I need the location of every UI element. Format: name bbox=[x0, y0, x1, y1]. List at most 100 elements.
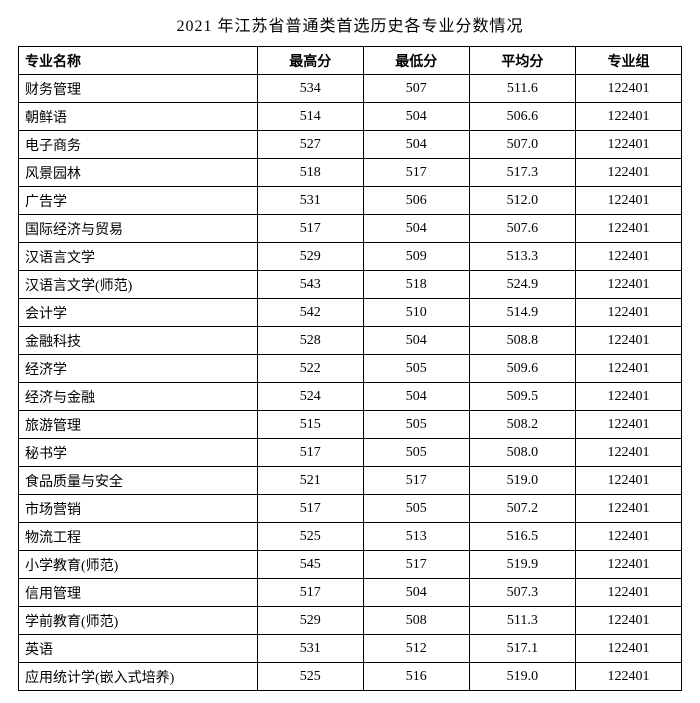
cell-value: 507 bbox=[363, 75, 469, 103]
cell-value: 122401 bbox=[575, 635, 681, 663]
cell-value: 517 bbox=[257, 439, 363, 467]
cell-value: 531 bbox=[257, 187, 363, 215]
table-row: 电子商务527504507.0122401 bbox=[19, 131, 682, 159]
table-row: 英语531512517.1122401 bbox=[19, 635, 682, 663]
cell-name: 汉语言文学(师范) bbox=[19, 271, 258, 299]
col-header-min: 最低分 bbox=[363, 47, 469, 75]
col-header-name: 专业名称 bbox=[19, 47, 258, 75]
cell-value: 513.3 bbox=[469, 243, 575, 271]
table-row: 朝鲜语514504506.6122401 bbox=[19, 103, 682, 131]
cell-value: 508.0 bbox=[469, 439, 575, 467]
cell-value: 507.0 bbox=[469, 131, 575, 159]
cell-name: 汉语言文学 bbox=[19, 243, 258, 271]
cell-value: 510 bbox=[363, 299, 469, 327]
table-header-row: 专业名称 最高分 最低分 平均分 专业组 bbox=[19, 47, 682, 75]
table-row: 经济与金融524504509.5122401 bbox=[19, 383, 682, 411]
cell-value: 122401 bbox=[575, 383, 681, 411]
cell-value: 508.2 bbox=[469, 411, 575, 439]
cell-name: 经济与金融 bbox=[19, 383, 258, 411]
table-row: 物流工程525513516.5122401 bbox=[19, 523, 682, 551]
cell-value: 122401 bbox=[575, 607, 681, 635]
cell-name: 秘书学 bbox=[19, 439, 258, 467]
cell-value: 506 bbox=[363, 187, 469, 215]
cell-value: 517 bbox=[363, 467, 469, 495]
cell-value: 122401 bbox=[575, 439, 681, 467]
cell-value: 528 bbox=[257, 327, 363, 355]
cell-value: 531 bbox=[257, 635, 363, 663]
cell-value: 545 bbox=[257, 551, 363, 579]
cell-name: 经济学 bbox=[19, 355, 258, 383]
cell-name: 风景园林 bbox=[19, 159, 258, 187]
cell-value: 504 bbox=[363, 215, 469, 243]
cell-value: 529 bbox=[257, 243, 363, 271]
cell-value: 504 bbox=[363, 327, 469, 355]
cell-name: 国际经济与贸易 bbox=[19, 215, 258, 243]
table-row: 经济学522505509.6122401 bbox=[19, 355, 682, 383]
cell-value: 504 bbox=[363, 103, 469, 131]
table-row: 国际经济与贸易517504507.6122401 bbox=[19, 215, 682, 243]
cell-value: 122401 bbox=[575, 243, 681, 271]
cell-value: 516.5 bbox=[469, 523, 575, 551]
cell-name: 旅游管理 bbox=[19, 411, 258, 439]
cell-value: 122401 bbox=[575, 495, 681, 523]
cell-value: 506.6 bbox=[469, 103, 575, 131]
cell-value: 122401 bbox=[575, 131, 681, 159]
cell-value: 505 bbox=[363, 495, 469, 523]
col-header-max: 最高分 bbox=[257, 47, 363, 75]
cell-value: 516 bbox=[363, 663, 469, 691]
cell-value: 505 bbox=[363, 411, 469, 439]
table-row: 汉语言文学(师范)543518524.9122401 bbox=[19, 271, 682, 299]
cell-value: 122401 bbox=[575, 663, 681, 691]
table-row: 旅游管理515505508.2122401 bbox=[19, 411, 682, 439]
cell-value: 512 bbox=[363, 635, 469, 663]
cell-value: 515 bbox=[257, 411, 363, 439]
cell-value: 519.9 bbox=[469, 551, 575, 579]
table-row: 金融科技528504508.8122401 bbox=[19, 327, 682, 355]
cell-value: 508.8 bbox=[469, 327, 575, 355]
cell-name: 学前教育(师范) bbox=[19, 607, 258, 635]
cell-value: 122401 bbox=[575, 159, 681, 187]
table-row: 风景园林518517517.3122401 bbox=[19, 159, 682, 187]
cell-value: 527 bbox=[257, 131, 363, 159]
cell-value: 122401 bbox=[575, 327, 681, 355]
cell-value: 122401 bbox=[575, 271, 681, 299]
table-row: 应用统计学(嵌入式培养)525516519.0122401 bbox=[19, 663, 682, 691]
table-row: 小学教育(师范)545517519.9122401 bbox=[19, 551, 682, 579]
cell-name: 小学教育(师范) bbox=[19, 551, 258, 579]
cell-value: 517 bbox=[257, 579, 363, 607]
col-header-avg: 平均分 bbox=[469, 47, 575, 75]
cell-value: 521 bbox=[257, 467, 363, 495]
cell-value: 518 bbox=[363, 271, 469, 299]
cell-name: 会计学 bbox=[19, 299, 258, 327]
cell-value: 509.5 bbox=[469, 383, 575, 411]
col-header-group: 专业组 bbox=[575, 47, 681, 75]
cell-value: 529 bbox=[257, 607, 363, 635]
cell-value: 122401 bbox=[575, 215, 681, 243]
cell-value: 517 bbox=[363, 159, 469, 187]
cell-name: 英语 bbox=[19, 635, 258, 663]
cell-value: 507.2 bbox=[469, 495, 575, 523]
cell-value: 122401 bbox=[575, 579, 681, 607]
cell-value: 504 bbox=[363, 383, 469, 411]
cell-value: 509 bbox=[363, 243, 469, 271]
cell-value: 519.0 bbox=[469, 663, 575, 691]
cell-name: 广告学 bbox=[19, 187, 258, 215]
cell-value: 512.0 bbox=[469, 187, 575, 215]
cell-value: 519.0 bbox=[469, 467, 575, 495]
cell-value: 525 bbox=[257, 663, 363, 691]
cell-value: 517.1 bbox=[469, 635, 575, 663]
cell-value: 122401 bbox=[575, 523, 681, 551]
cell-value: 509.6 bbox=[469, 355, 575, 383]
cell-value: 517 bbox=[363, 551, 469, 579]
score-table: 专业名称 最高分 最低分 平均分 专业组 财务管理534507511.61224… bbox=[18, 46, 682, 691]
table-row: 秘书学517505508.0122401 bbox=[19, 439, 682, 467]
cell-value: 514 bbox=[257, 103, 363, 131]
cell-name: 市场营销 bbox=[19, 495, 258, 523]
cell-value: 122401 bbox=[575, 103, 681, 131]
cell-value: 517.3 bbox=[469, 159, 575, 187]
cell-value: 542 bbox=[257, 299, 363, 327]
cell-value: 518 bbox=[257, 159, 363, 187]
cell-value: 517 bbox=[257, 495, 363, 523]
cell-name: 财务管理 bbox=[19, 75, 258, 103]
table-row: 广告学531506512.0122401 bbox=[19, 187, 682, 215]
